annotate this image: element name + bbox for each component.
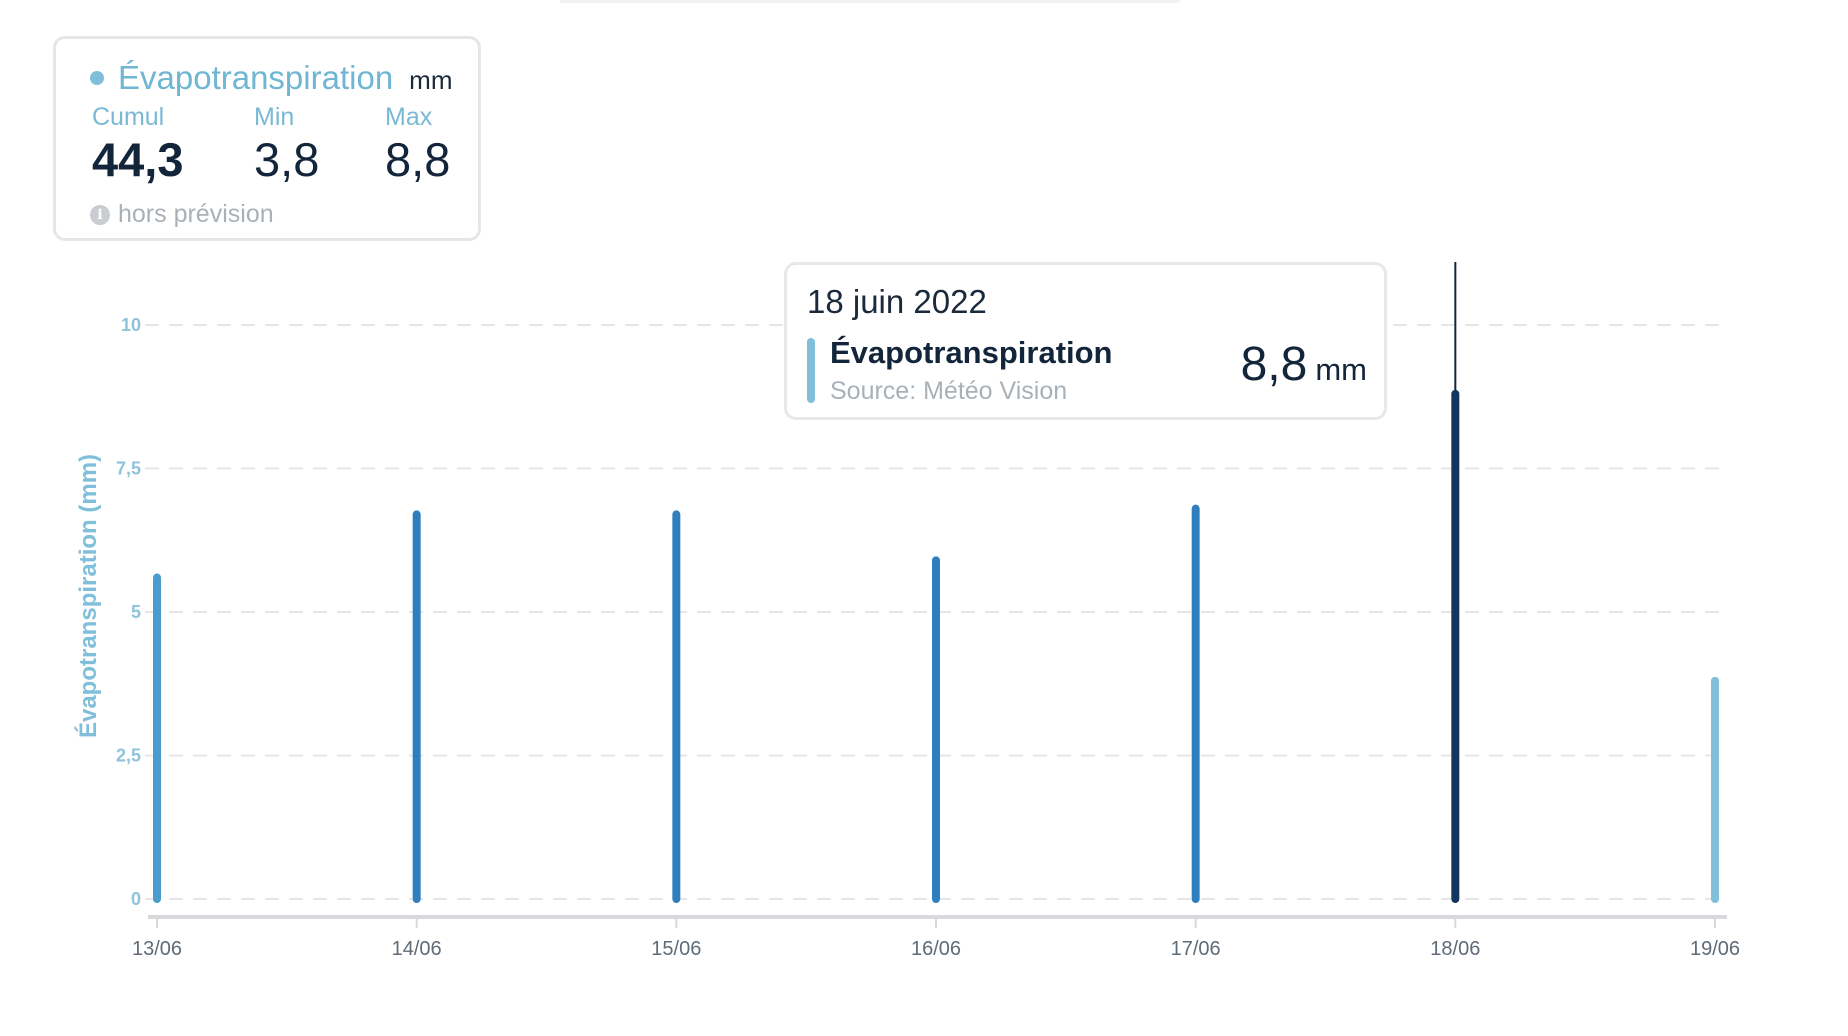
tooltip-unit: mm [1315, 352, 1367, 387]
x-tick-label: 18/06 [1430, 938, 1480, 960]
stat-max-value: 8,8 [385, 133, 451, 186]
x-tick-label: 13/06 [132, 938, 182, 960]
y-tick-label: 2,5 [116, 746, 141, 766]
x-tick-label: 14/06 [392, 938, 442, 960]
summary-unit: mm [409, 65, 453, 95]
x-tick-label: 15/06 [651, 938, 701, 960]
y-tick-label: 10 [121, 315, 141, 335]
y-tick-label: 7,5 [116, 459, 141, 479]
y-axis-title: Évapotranspiration (mm) [74, 454, 102, 738]
stat-max-label: Max [385, 103, 433, 131]
tooltip-source: Source: Météo Vision [830, 377, 1068, 405]
x-tick-label: 17/06 [1171, 938, 1221, 960]
forecast-note-text: hors prévision [118, 200, 274, 228]
stat-min-label: Min [254, 103, 295, 131]
info-icon: i [90, 204, 110, 225]
stat-cumul-label: Cumul [92, 103, 165, 131]
summary-card: Évapotranspiration mm Cumul 44,3 Min 3,8… [53, 36, 481, 241]
stat-min-value: 3,8 [254, 133, 320, 186]
stat-min: Min 3,8 [254, 103, 319, 186]
tooltip-date: 18 juin 2022 [807, 283, 987, 320]
series-dot-icon [90, 71, 104, 85]
chart-tooltip: 18 juin 2022 Évapotranspiration Source: … [784, 262, 1387, 420]
x-tick-label: 16/06 [911, 938, 961, 960]
top-edge-strip [560, 0, 1180, 3]
tooltip-series-marker [807, 338, 815, 403]
summary-title: Évapotranspiration [118, 59, 394, 96]
stat-cumul-value: 44,3 [92, 133, 184, 186]
x-tick-label: 19/06 [1690, 938, 1740, 960]
y-tick-label: 5 [131, 602, 141, 622]
tooltip-value: 8,8 [1240, 338, 1308, 391]
summary-header: Évapotranspiration mm [90, 59, 453, 97]
y-tick-label: 0 [131, 889, 141, 909]
forecast-note: i hors prévision [90, 200, 274, 229]
tooltip-series-name: Évapotranspiration [830, 335, 1113, 370]
tooltip-value-group: 8,8 mm [1241, 337, 1367, 392]
stat-max: Max 8,8 [385, 103, 450, 186]
stat-cumul: Cumul 44,3 [92, 103, 183, 186]
